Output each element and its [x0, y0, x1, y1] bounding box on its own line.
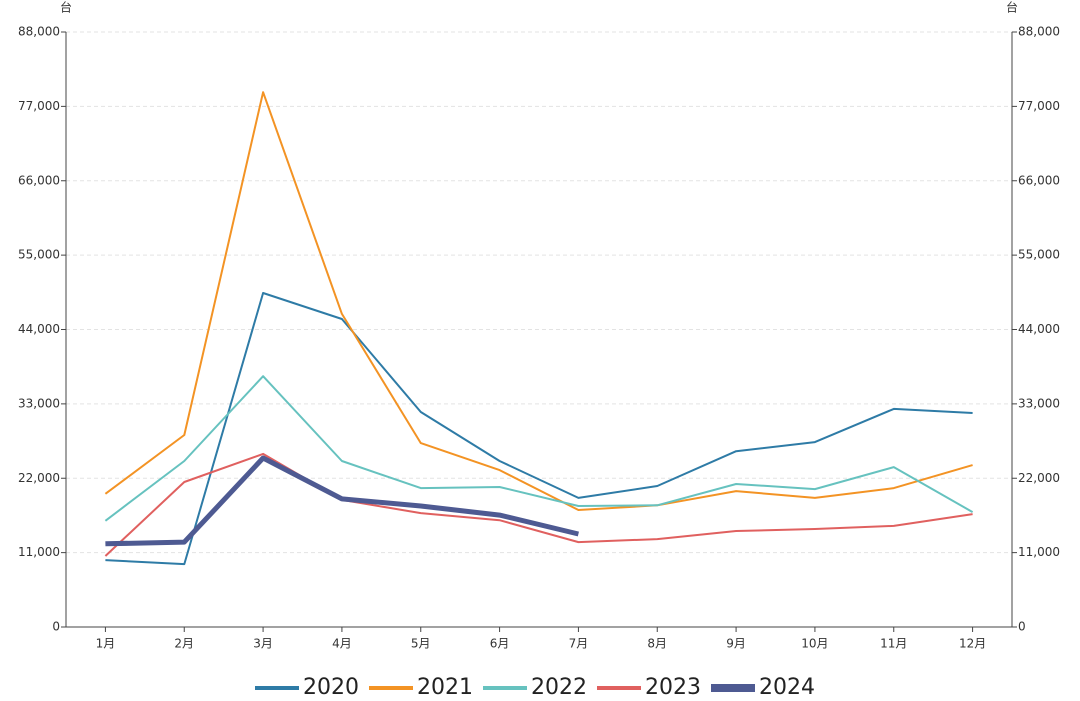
x-tick-label: 1月 [96, 637, 116, 651]
y-tick-label: 0 [52, 620, 60, 634]
x-tick-label: 11月 [880, 637, 907, 651]
x-tick-label: 8月 [647, 637, 667, 651]
y-tick-label: 11,000 [18, 545, 60, 559]
x-tick-label: 2月 [174, 637, 194, 651]
y2-tick-label: 44,000 [1018, 322, 1060, 336]
x-tick-label: 10月 [801, 637, 828, 651]
x-tick-label: 7月 [569, 637, 589, 651]
series-line [105, 455, 579, 547]
x-tick-label: 6月 [490, 637, 510, 651]
series-line [104, 452, 973, 557]
legend-label: 2022 [531, 675, 587, 700]
series-line [104, 375, 974, 522]
y2-tick-label: 33,000 [1018, 396, 1060, 410]
series-line [104, 91, 973, 511]
y-tick-label: 55,000 [18, 248, 60, 262]
y-tick-label: 88,000 [18, 25, 60, 39]
y-tick-label: 66,000 [18, 173, 60, 187]
x-tick-label: 12月 [959, 637, 986, 651]
y-unit: 台 [60, 0, 72, 15]
y2-tick-label: 88,000 [1018, 25, 1060, 39]
series-line [105, 292, 973, 566]
y2-unit: 台 [1006, 0, 1018, 15]
y-tick-label: 33,000 [18, 396, 60, 410]
y2-tick-label: 22,000 [1018, 471, 1060, 485]
legend-label: 2024 [759, 675, 815, 700]
y-tick-label: 77,000 [18, 99, 60, 113]
x-tick-label: 9月 [726, 637, 746, 651]
legend-label: 2023 [645, 675, 701, 700]
x-tick-label: 5月 [411, 637, 431, 651]
y2-tick-label: 0 [1018, 620, 1026, 634]
legend-label: 2021 [417, 675, 473, 700]
y2-tick-label: 66,000 [1018, 173, 1060, 187]
y2-tick-label: 11,000 [1018, 545, 1060, 559]
y2-tick-label: 77,000 [1018, 99, 1060, 113]
y-tick-label: 44,000 [18, 322, 60, 336]
legend-label: 2020 [303, 675, 359, 700]
y-tick-label: 22,000 [18, 471, 60, 485]
x-tick-label: 4月 [332, 637, 352, 651]
y2-tick-label: 55,000 [1018, 248, 1060, 262]
x-tick-label: 3月 [253, 637, 273, 651]
